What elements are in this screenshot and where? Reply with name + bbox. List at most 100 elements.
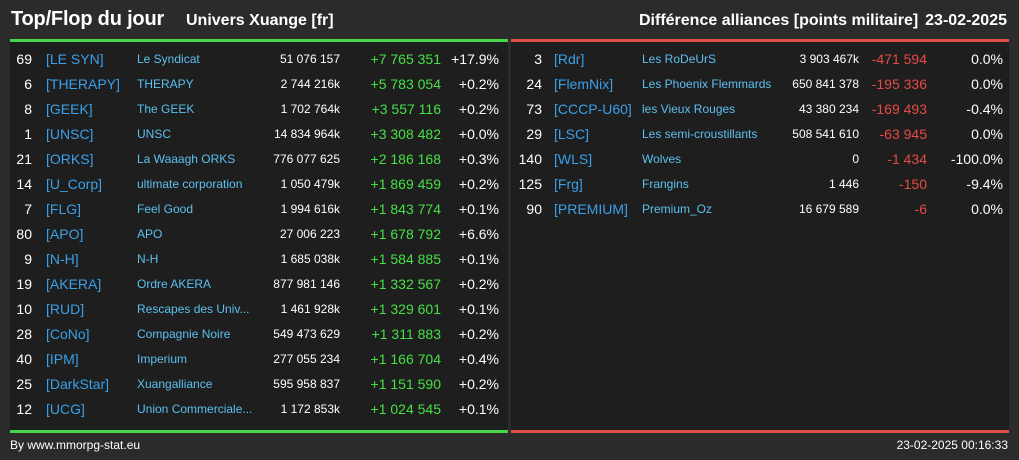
- alliance-tag-link[interactable]: [UCG]: [46, 401, 85, 417]
- alliance-name-link[interactable]: UNSC: [137, 127, 172, 141]
- alliance-tag-link[interactable]: [U_Corp]: [46, 176, 103, 192]
- alliance-name-link[interactable]: Rescapes des Univ...: [137, 302, 250, 316]
- alliance-name-link[interactable]: Xuangalliance: [137, 377, 213, 391]
- alliance-row: 9 [N-H] N-H 1 685 038k +1 584 885 +0.1%: [10, 249, 508, 274]
- rank-value: 40: [16, 351, 32, 367]
- alliance-tag-link[interactable]: [FLG]: [46, 201, 82, 217]
- alliance-tag-link[interactable]: [CoNo]: [46, 326, 90, 342]
- alliance-tag-link[interactable]: [Rdr]: [554, 51, 585, 67]
- rank-value: 1: [24, 126, 32, 142]
- alliance-name-link[interactable]: ultimate corporation: [137, 177, 243, 191]
- alliance-name-link[interactable]: N-H: [137, 252, 159, 266]
- alliance-name-link[interactable]: THERAPY: [137, 77, 194, 91]
- alliance-row: 29 [LSC] Les semi-croustillants 508 541 610…: [511, 124, 1009, 149]
- alliance-tag-link[interactable]: [N-H]: [46, 251, 79, 267]
- alliance-name-link[interactable]: Union Commerciale...: [137, 402, 253, 416]
- alliance-row: 90 [PREMIUM] Premium_Oz 16 679 589 -6 0.0%: [511, 199, 1009, 224]
- rank-value: 140: [518, 151, 542, 167]
- rank-value: 90: [526, 201, 542, 217]
- alliance-tag-link[interactable]: [AKERA]: [46, 276, 102, 292]
- rank-value: 10: [16, 301, 32, 317]
- alliance-name-link[interactable]: les Vieux Rouges: [642, 102, 736, 116]
- alliance-row: 10 [RUD] Rescapes des Univ... 1 461 928k +1 …: [10, 299, 508, 324]
- percent-change-value: +0.0%: [458, 126, 499, 142]
- military-points-value: 0: [852, 152, 859, 166]
- alliance-tag-link[interactable]: [Frg]: [554, 176, 583, 192]
- alliance-name-link[interactable]: Les semi-croustillants: [642, 127, 758, 141]
- alliance-name-link[interactable]: La Waaagh ORKS: [137, 152, 236, 166]
- percent-change-value: +0.2%: [458, 376, 499, 392]
- points-difference-value: +3 557 116: [371, 101, 441, 117]
- alliance-row: 3 [Rdr] Les RoDeUrS 3 903 467k -471 594 0.0%: [511, 49, 1009, 74]
- percent-change-value: +0.3%: [458, 151, 499, 167]
- points-difference-value: -195 336: [871, 76, 927, 92]
- points-difference-value: +2 186 168: [370, 151, 441, 167]
- alliance-name-link[interactable]: Ordre AKERA: [137, 277, 212, 291]
- alliance-name-link[interactable]: Compagnie Noire: [137, 327, 231, 341]
- alliance-row: 8 [GEEK] The GEEK 1 702 764k +3 557 116 +0.2%: [10, 99, 508, 124]
- percent-change-value: +0.1%: [458, 301, 499, 317]
- alliance-name-link[interactable]: Feel Good: [137, 202, 194, 216]
- alliance-tag-link[interactable]: [THERAPY]: [46, 76, 120, 92]
- alliance-tag-link[interactable]: [PREMIUM]: [554, 201, 628, 217]
- alliance-name-link[interactable]: APO: [137, 227, 163, 241]
- alliance-tag-link[interactable]: [IPM]: [46, 351, 79, 367]
- alliance-row: 140 [WLS] Wolves 0 -1 434 -100.0%: [511, 149, 1009, 174]
- alliance-name-link[interactable]: Les RoDeUrS: [642, 52, 717, 66]
- alliance-name-link[interactable]: Frangins: [642, 177, 689, 191]
- alliance-tag-link[interactable]: [DarkStar]: [46, 376, 110, 392]
- alliance-tag-link[interactable]: [FlemNix]: [554, 76, 614, 92]
- alliance-row: 6 [THERAPY] THERAPY 2 744 216k +5 783 054 +0.…: [10, 74, 508, 99]
- alliance-tag-link[interactable]: [RUD]: [46, 301, 85, 317]
- alliance-name-link[interactable]: Premium_Oz: [642, 202, 713, 216]
- alliance-name-link[interactable]: Le Syndicat: [137, 52, 200, 66]
- military-points-value: 43 380 234: [798, 102, 859, 116]
- alliance-name-link[interactable]: The GEEK: [137, 102, 195, 116]
- rank-value: 125: [518, 176, 542, 192]
- percent-change-value: +0.4%: [458, 351, 499, 367]
- military-points-value: 549 473 629: [273, 327, 340, 341]
- military-points-value: 27 006 223: [279, 227, 340, 241]
- rank-value: 19: [16, 276, 32, 292]
- percent-change-value: +0.2%: [458, 101, 499, 117]
- header: Top/Flop du jour Univers Xuange [fr] Dif…: [0, 0, 1019, 40]
- alliance-name-link[interactable]: Wolves: [642, 152, 682, 166]
- alliance-tag-link[interactable]: [UNSC]: [46, 126, 94, 142]
- rank-value: 29: [526, 126, 542, 142]
- military-points-value: 14 834 964k: [273, 127, 340, 141]
- military-points-value: 1 702 764k: [280, 102, 340, 116]
- ranking-type-label: Différence alliances [points militaire]: [639, 12, 919, 29]
- alliance-name-link[interactable]: Imperium: [137, 352, 188, 366]
- military-points-value: 3 903 467k: [799, 52, 859, 66]
- header-date: 23-02-2025: [925, 12, 1007, 29]
- points-difference-value: +1 584 885: [370, 251, 441, 267]
- military-points-value: 595 958 837: [273, 377, 340, 391]
- alliance-tag-link[interactable]: [LE SYN]: [46, 51, 104, 67]
- rank-value: 8: [24, 101, 32, 117]
- percent-change-value: 0.0%: [971, 51, 1003, 67]
- alliance-tag-link[interactable]: [GEEK]: [46, 101, 93, 117]
- alliance-tag-link[interactable]: [CCCP-U60]: [554, 101, 632, 117]
- footer-source: By www.mmorpg-stat.eu: [10, 438, 141, 452]
- alliance-tag-link[interactable]: [ORKS]: [46, 151, 94, 167]
- percent-change-value: +0.1%: [458, 401, 499, 417]
- rank-value: 24: [526, 76, 542, 92]
- alliance-tag-link[interactable]: [WLS]: [554, 151, 593, 167]
- points-difference-value: +1 151 590: [370, 376, 441, 392]
- percent-change-value: -9.4%: [966, 176, 1003, 192]
- flop-panel: 3 [Rdr] Les RoDeUrS 3 903 467k -471 594 0.0% 2…: [511, 39, 1009, 432]
- top-panel-border-top: [10, 39, 508, 42]
- points-difference-value: -169 493: [871, 101, 927, 117]
- military-points-value: 508 541 610: [792, 127, 859, 141]
- rank-value: 21: [16, 151, 32, 167]
- points-difference-value: -63 945: [879, 126, 927, 142]
- alliance-row: 1 [UNSC] UNSC 14 834 964k +3 308 482 +0.0%: [10, 124, 508, 149]
- alliance-row: 21 [ORKS] La Waaagh ORKS 776 077 625 +2 186 …: [10, 149, 508, 174]
- alliance-row: 24 [FlemNix] Les Phoenix Flemmards 650 841 …: [511, 74, 1009, 99]
- alliance-tag-link[interactable]: [APO]: [46, 226, 84, 242]
- alliance-row: 12 [UCG] Union Commerciale... 1 172 853k +1 …: [10, 399, 508, 424]
- alliance-tag-link[interactable]: [LSC]: [554, 126, 590, 142]
- alliance-name-link[interactable]: Les Phoenix Flemmards: [642, 77, 772, 91]
- percent-change-value: -100.0%: [950, 151, 1003, 167]
- military-points-value: 16 679 589: [798, 202, 859, 216]
